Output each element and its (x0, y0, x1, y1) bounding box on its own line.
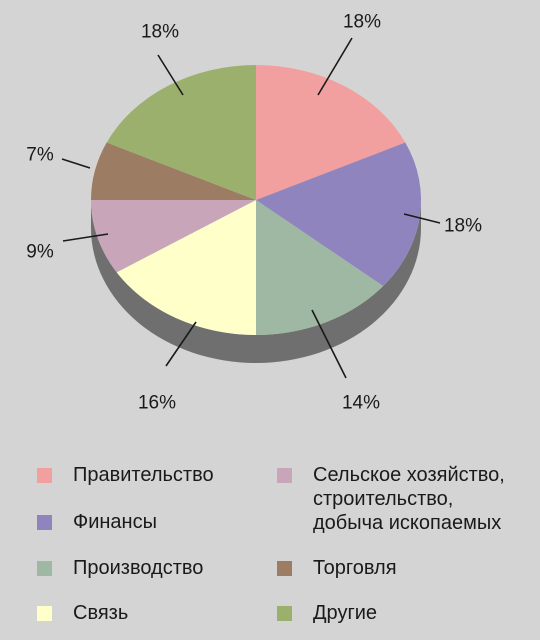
leader-line (165, 321, 197, 367)
pie-slice (256, 200, 384, 335)
legend-item-other: Другие (277, 601, 377, 625)
data-label: 9% (26, 242, 54, 263)
pie-chart: 18% 18% 14% 16% 9% 7% 18% (26, 12, 482, 414)
legend-item-manufacturing: Производство (37, 556, 203, 580)
pie-slice (116, 200, 257, 335)
legend-swatch (277, 468, 292, 483)
data-label: 18% (444, 216, 482, 237)
pie-slice (91, 200, 256, 273)
legend-label: Другие (313, 602, 378, 624)
data-label: 7% (26, 145, 54, 166)
legend-item-government: Правительство (37, 463, 214, 487)
pie-slice (256, 142, 421, 287)
legend-swatch (37, 468, 52, 483)
legend: Правительство Финансы Производство Связь… (0, 455, 540, 640)
legend-item-finance: Финансы (37, 510, 157, 534)
data-label: 14% (342, 393, 380, 414)
legend-label: Связь (73, 602, 129, 624)
pie-slices (91, 64, 421, 335)
pie-slice (91, 142, 256, 200)
data-label: 18% (343, 12, 381, 33)
data-label: 18% (141, 22, 179, 43)
leader-line (61, 158, 91, 169)
leader-line (311, 309, 347, 379)
legend-swatch (277, 561, 292, 576)
pie-side (91, 200, 421, 363)
legend-swatch (277, 606, 292, 621)
data-label: 16% (138, 393, 176, 414)
leader-lines (61, 37, 441, 379)
legend-item-trade: Торговля (277, 556, 397, 580)
pie-depth (91, 200, 421, 363)
data-labels: 18% 18% 14% 16% 9% 7% 18% (26, 12, 482, 414)
legend-label: Торговля (313, 557, 397, 579)
legend-label: Производство (73, 557, 204, 579)
pie-slice (106, 64, 256, 200)
legend-swatch (37, 561, 52, 576)
legend-label: Финансы (73, 511, 157, 533)
leader-line (403, 213, 441, 224)
leader-line (157, 54, 184, 96)
legend-item-communications: Связь (37, 601, 128, 625)
leader-line (62, 233, 109, 242)
legend-item-agriculture: Сельское хозяйство, строительство, добыч… (277, 463, 505, 535)
legend-label: Правительство (73, 464, 214, 486)
leader-line (317, 37, 353, 96)
pie-slice (256, 65, 406, 200)
legend-label: Сельское хозяйство, строительство, добыч… (313, 464, 505, 534)
legend-swatch (37, 515, 52, 530)
legend-swatch (37, 606, 52, 621)
